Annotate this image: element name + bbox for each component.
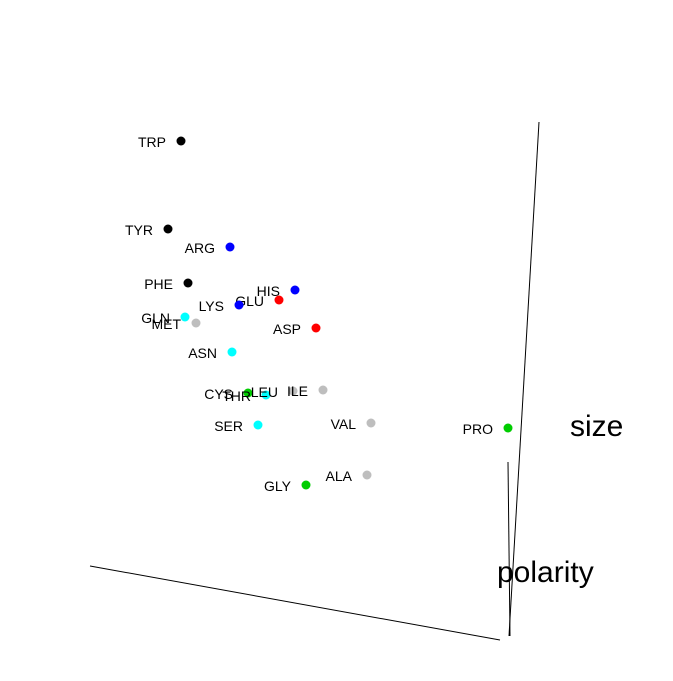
point-marker-ile [318, 385, 328, 395]
axis-line-left [89, 565, 501, 641]
point-label-lys: LYS [199, 298, 224, 314]
point-gly: GLY [264, 478, 311, 494]
point-marker-trp [176, 136, 186, 146]
axes [89, 121, 540, 641]
axis-line-polarity [507, 461, 511, 637]
axis-title-polarity: polarity [497, 556, 594, 589]
point-label-gly: GLY [264, 478, 292, 494]
point-met: MET [151, 316, 201, 332]
point-label-asp: ASP [273, 321, 301, 337]
point-label-his: HIS [257, 283, 280, 299]
point-label-val: VAL [331, 416, 357, 432]
axis-title-size: size [570, 410, 623, 443]
point-leu: LEU [251, 384, 298, 400]
point-marker-asn [227, 347, 237, 357]
point-marker-val [366, 418, 376, 428]
point-marker-glu [274, 295, 284, 305]
point-marker-tyr [163, 224, 173, 234]
point-ser: SER [214, 418, 263, 434]
point-marker-gln [180, 312, 190, 322]
point-asn: ASN [188, 345, 237, 361]
point-label-arg: ARG [185, 240, 215, 256]
point-gln: GLN [141, 310, 190, 326]
point-marker-asp [311, 323, 321, 333]
point-label-phe: PHE [144, 276, 173, 292]
point-marker-arg [225, 242, 235, 252]
point-arg: ARG [185, 240, 235, 256]
point-marker-thr [261, 390, 271, 400]
point-label-ala: ALA [326, 468, 353, 484]
point-label-gln: GLN [141, 310, 170, 326]
point-label-trp: TRP [138, 134, 166, 150]
point-label-ser: SER [214, 418, 243, 434]
point-label-thr: THR [222, 388, 251, 404]
point-label-ile: ILE [287, 383, 308, 399]
point-marker-cys [243, 388, 253, 398]
point-marker-lys [234, 300, 244, 310]
point-marker-gly [301, 480, 311, 490]
point-his: HIS [257, 283, 300, 299]
point-marker-his [290, 285, 300, 295]
point-marker-met [191, 318, 201, 328]
point-marker-phe [183, 278, 193, 288]
point-phe: PHE [144, 276, 193, 292]
axis-line-size [508, 121, 540, 637]
point-tyr: TYR [125, 222, 173, 238]
point-marker-ser [253, 420, 263, 430]
point-label-pro: PRO [463, 421, 493, 437]
point-label-asn: ASN [188, 345, 217, 361]
point-lys: LYS [199, 298, 244, 314]
point-marker-ala [362, 470, 372, 480]
point-label-tyr: TYR [125, 222, 153, 238]
point-marker-pro [503, 423, 513, 433]
point-asp: ASP [273, 321, 321, 337]
point-label-met: MET [151, 316, 181, 332]
point-cys: CYS [204, 386, 253, 402]
point-ala: ALA [326, 468, 372, 484]
point-pro: PRO [463, 421, 513, 437]
point-label-leu: LEU [251, 384, 278, 400]
point-marker-leu [288, 386, 298, 396]
point-val: VAL [331, 416, 376, 432]
point-thr: THR [222, 388, 271, 404]
point-ile: ILE [287, 383, 328, 399]
point-label-cys: CYS [204, 386, 233, 402]
point-trp: TRP [138, 134, 186, 150]
